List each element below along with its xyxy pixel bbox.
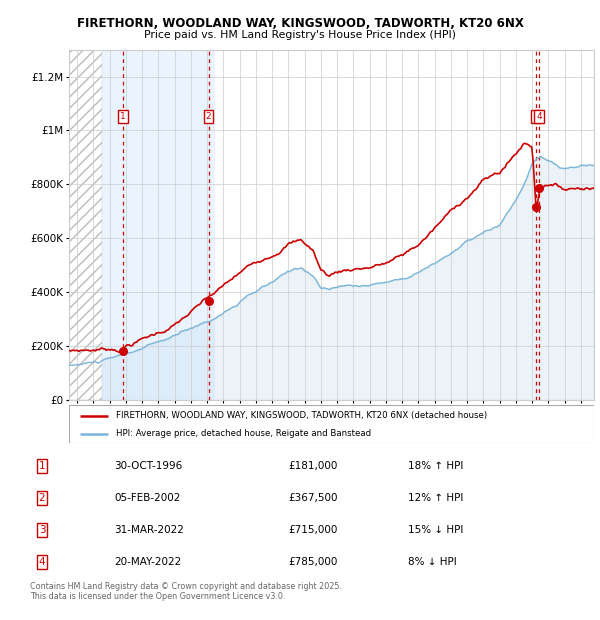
Text: £785,000: £785,000 <box>288 557 337 567</box>
Text: 3: 3 <box>533 112 539 122</box>
Text: 8% ↓ HPI: 8% ↓ HPI <box>408 557 457 567</box>
Text: 05-FEB-2002: 05-FEB-2002 <box>114 493 181 503</box>
Text: 1: 1 <box>38 461 46 471</box>
Text: HPI: Average price, detached house, Reigate and Banstead: HPI: Average price, detached house, Reig… <box>116 429 371 438</box>
Text: FIRETHORN, WOODLAND WAY, KINGSWOOD, TADWORTH, KT20 6NX (detached house): FIRETHORN, WOODLAND WAY, KINGSWOOD, TADW… <box>116 411 487 420</box>
Text: 15% ↓ HPI: 15% ↓ HPI <box>408 525 463 535</box>
Text: 2: 2 <box>206 112 211 122</box>
Text: FIRETHORN, WOODLAND WAY, KINGSWOOD, TADWORTH, KT20 6NX: FIRETHORN, WOODLAND WAY, KINGSWOOD, TADW… <box>77 17 523 30</box>
Text: 12% ↑ HPI: 12% ↑ HPI <box>408 493 463 503</box>
Text: £181,000: £181,000 <box>288 461 337 471</box>
Text: £367,500: £367,500 <box>288 493 337 503</box>
Text: Contains HM Land Registry data © Crown copyright and database right 2025.
This d: Contains HM Land Registry data © Crown c… <box>30 582 342 601</box>
Text: 31-MAR-2022: 31-MAR-2022 <box>114 525 184 535</box>
Text: 20-MAY-2022: 20-MAY-2022 <box>114 557 181 567</box>
Text: 30-OCT-1996: 30-OCT-1996 <box>114 461 182 471</box>
Text: 3: 3 <box>38 525 46 535</box>
FancyBboxPatch shape <box>69 405 594 443</box>
Bar <box>69 50 101 400</box>
Bar <box>101 50 215 400</box>
Text: 4: 4 <box>536 112 542 122</box>
Text: Price paid vs. HM Land Registry's House Price Index (HPI): Price paid vs. HM Land Registry's House … <box>144 30 456 40</box>
Text: 4: 4 <box>38 557 46 567</box>
Text: 2: 2 <box>38 493 46 503</box>
Text: 1: 1 <box>120 112 126 122</box>
Text: £715,000: £715,000 <box>288 525 337 535</box>
Text: 18% ↑ HPI: 18% ↑ HPI <box>408 461 463 471</box>
